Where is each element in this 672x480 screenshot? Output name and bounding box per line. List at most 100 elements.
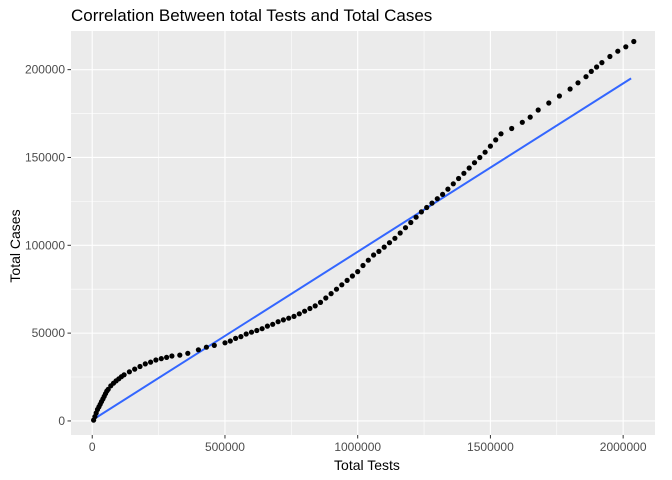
- data-point: [386, 240, 393, 246]
- data-point: [445, 186, 451, 192]
- data-point: [527, 114, 533, 120]
- data-point: [349, 273, 355, 279]
- data-point: [328, 291, 334, 297]
- data-point: [317, 299, 324, 305]
- data-point: [546, 100, 552, 106]
- data-point: [312, 303, 318, 309]
- data-point: [333, 286, 340, 292]
- data-point: [623, 44, 629, 50]
- data-point: [594, 64, 600, 70]
- data-point: [121, 372, 127, 378]
- y-tick-label: 200000: [25, 63, 65, 77]
- data-point: [509, 125, 515, 132]
- data-point: [588, 68, 594, 74]
- data-point: [471, 160, 478, 166]
- data-point: [461, 170, 467, 176]
- data-point: [323, 295, 329, 301]
- data-point: [203, 344, 209, 350]
- data-points: [91, 38, 637, 423]
- x-axis-title: Total Tests: [334, 457, 400, 473]
- data-point: [339, 282, 345, 288]
- data-point: [450, 181, 456, 187]
- data-point: [264, 323, 270, 329]
- data-point: [148, 359, 154, 365]
- data-point: [535, 107, 541, 113]
- data-point: [259, 326, 265, 332]
- major-gridlines: [71, 31, 655, 435]
- data-point: [429, 200, 435, 206]
- data-point: [270, 321, 276, 327]
- data-point: [254, 327, 260, 334]
- data-point: [233, 335, 239, 341]
- data-point: [631, 38, 637, 45]
- data-point: [132, 366, 138, 372]
- data-point: [153, 357, 159, 363]
- data-point: [286, 315, 292, 321]
- data-point: [296, 311, 302, 317]
- data-point: [248, 329, 255, 335]
- tick-labels: 0 500000 1000000 1500000 2000000 0 50000 100000…: [25, 63, 647, 454]
- y-tick-label: 0: [58, 414, 65, 428]
- data-point: [227, 338, 233, 344]
- data-point: [169, 353, 175, 359]
- data-point: [519, 119, 525, 125]
- data-point: [275, 319, 281, 325]
- data-point: [424, 204, 430, 211]
- y-tick-label: 100000: [25, 238, 65, 252]
- data-point: [381, 244, 387, 250]
- data-point: [482, 149, 488, 155]
- data-point: [607, 53, 613, 60]
- data-point: [185, 350, 191, 356]
- data-point: [567, 86, 573, 92]
- x-tick-label: 0: [89, 440, 96, 454]
- data-point: [158, 356, 164, 362]
- x-tick-label: 1500000: [467, 440, 514, 454]
- data-point: [222, 340, 228, 346]
- data-point: [365, 257, 371, 263]
- x-tick-label: 2000000: [600, 440, 647, 454]
- data-point: [280, 317, 286, 323]
- data-point: [397, 230, 403, 236]
- data-point: [413, 214, 419, 220]
- data-point: [477, 154, 483, 161]
- data-point: [344, 277, 350, 283]
- data-point: [583, 74, 589, 80]
- data-point: [302, 308, 308, 314]
- data-point: [487, 143, 493, 149]
- data-point: [371, 252, 377, 258]
- data-point: [291, 313, 297, 319]
- data-point: [376, 248, 382, 254]
- data-point: [466, 165, 472, 171]
- data-point: [575, 80, 581, 86]
- data-point: [126, 369, 132, 375]
- data-point: [408, 219, 414, 226]
- plot-panel: [71, 31, 655, 435]
- axis-ticks: [67, 69, 624, 439]
- data-point: [137, 363, 143, 370]
- y-tick-label: 150000: [25, 150, 65, 164]
- data-point: [177, 352, 183, 358]
- x-tick-label: 1000000: [334, 440, 381, 454]
- y-axis-title: Total Cases: [7, 209, 23, 282]
- data-point: [360, 262, 366, 269]
- data-point: [392, 235, 398, 241]
- data-point: [556, 93, 563, 99]
- data-point: [493, 137, 499, 143]
- data-point: [440, 191, 446, 197]
- data-point: [418, 209, 424, 215]
- data-point: [243, 331, 249, 337]
- minor-gridlines: [71, 31, 655, 435]
- data-point: [142, 361, 148, 367]
- data-point: [164, 354, 170, 360]
- data-point: [498, 131, 504, 137]
- chart-title: Correlation Between total Tests and Tota…: [71, 6, 432, 25]
- data-point: [238, 334, 244, 340]
- data-point: [434, 196, 440, 202]
- data-point: [195, 347, 201, 353]
- y-tick-label: 50000: [32, 326, 66, 340]
- trend-line: [91, 77, 632, 421]
- data-point: [456, 175, 462, 182]
- data-point: [307, 305, 313, 312]
- data-point: [211, 342, 217, 348]
